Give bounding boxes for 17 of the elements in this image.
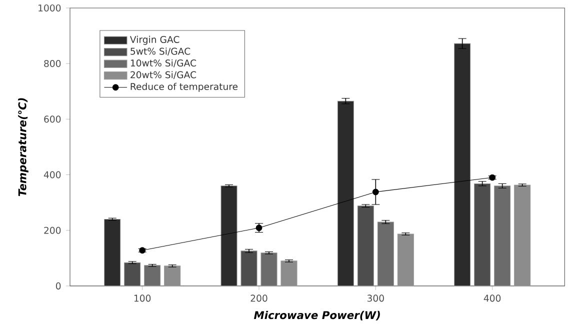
y-tick-label: 200	[44, 226, 61, 234]
y-axis-title: Temperature(℃)	[18, 98, 28, 196]
x-tick-label: 300	[367, 294, 384, 302]
legend-label: 20wt% Si/GAC	[130, 71, 196, 80]
y-tick-label: 600	[44, 116, 61, 123]
y-tick-label: 1000	[38, 4, 61, 12]
x-tick-label: 400	[484, 294, 501, 302]
legend-label: Virgin GAC	[130, 36, 180, 45]
x-tick-label: 200	[250, 294, 268, 302]
legend-label: Reduce of temperature	[130, 82, 238, 92]
legend-label: 5wt% Si/GAC	[130, 48, 190, 56]
x-axis-title: Microwave Power(W)	[254, 310, 380, 320]
x-tick-label: 100	[134, 294, 151, 302]
y-tick-label: 0	[56, 282, 61, 290]
y-tick-label: 400	[44, 171, 61, 178]
y-tick-label: 800	[44, 60, 61, 68]
legend-label: 10wt% Si/GAC	[130, 59, 196, 68]
